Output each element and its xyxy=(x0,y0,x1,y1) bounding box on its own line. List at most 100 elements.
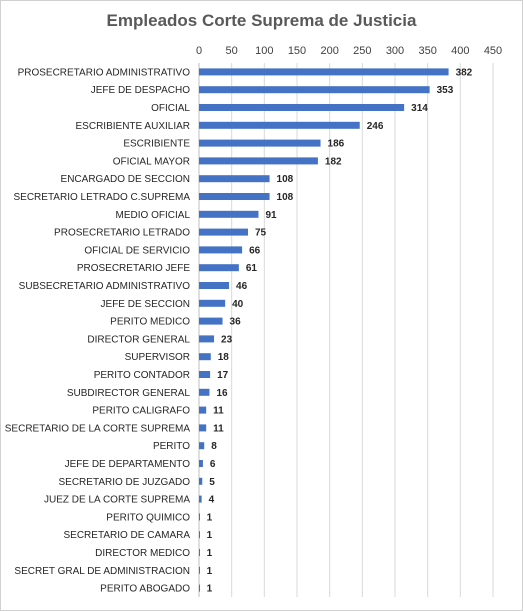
category-label: PERITO CALIGRAFO xyxy=(92,406,190,417)
category-label: JEFE DE DESPACHO xyxy=(91,85,190,96)
data-label: 91 xyxy=(265,210,277,221)
category-label: ESCRIBIENTE xyxy=(123,139,190,150)
bar xyxy=(199,282,230,289)
data-label: 61 xyxy=(246,263,258,274)
data-label: 16 xyxy=(216,388,228,399)
bar xyxy=(199,121,360,129)
category-label: ESCRIBIENTE AUXILIAR xyxy=(76,121,190,132)
bar xyxy=(199,264,239,272)
data-label: 108 xyxy=(277,192,294,203)
bar xyxy=(199,299,226,307)
category-label: OFICIAL DE SERVICIO xyxy=(84,245,190,256)
bar xyxy=(199,460,203,467)
category-label: JEFE DE SECCION xyxy=(101,299,190,310)
bar xyxy=(199,406,207,414)
chart-title: Empleados Corte Suprema de Justicia xyxy=(106,11,417,30)
bar xyxy=(199,584,200,592)
data-label: 46 xyxy=(236,281,248,292)
bar xyxy=(199,353,211,361)
category-label: MEDIO OFICIAL xyxy=(116,210,191,221)
data-label: 6 xyxy=(210,459,216,470)
data-label: 1 xyxy=(207,548,213,559)
bar xyxy=(199,317,223,325)
category-label: OFICIAL MAYOR xyxy=(113,156,190,167)
category-label: SECRETARIO DE CAMARA xyxy=(64,530,191,541)
category-label: DIRECTOR GENERAL xyxy=(87,334,190,345)
data-label: 36 xyxy=(230,317,242,328)
x-tick-label: 400 xyxy=(451,45,469,57)
bar xyxy=(199,139,321,147)
bar xyxy=(199,246,243,254)
bar xyxy=(199,531,200,539)
data-label: 186 xyxy=(328,139,345,150)
x-tick-label: 150 xyxy=(288,45,306,57)
bar xyxy=(199,513,200,521)
bar xyxy=(199,157,318,165)
category-label: SUBSECRETARIO ADMINISTRATIVO xyxy=(19,281,191,292)
bar xyxy=(199,388,210,396)
data-label: 5 xyxy=(209,477,215,488)
category-label: PERITO MEDICO xyxy=(110,317,190,328)
bar xyxy=(199,424,207,432)
data-label: 1 xyxy=(207,584,213,595)
category-label: SUBDIRECTOR GENERAL xyxy=(67,388,191,399)
category-label: PERITO xyxy=(153,441,190,452)
bar xyxy=(199,228,248,236)
bar xyxy=(199,175,270,183)
bar xyxy=(199,210,259,218)
data-label: 40 xyxy=(232,299,244,310)
category-label: SECRETARIO LETRADO C.SUPREMA xyxy=(13,192,190,203)
data-label: 246 xyxy=(367,121,384,132)
category-label: PERITO CONTADOR xyxy=(94,370,190,381)
x-tick-label: 300 xyxy=(386,45,404,57)
bar xyxy=(199,193,270,200)
data-label: 18 xyxy=(218,352,230,363)
category-label: PROSECRETARIO ADMINISTRATIVO xyxy=(18,67,191,78)
bar xyxy=(199,86,430,94)
category-label: JEFE DE DEPARTAMENTO xyxy=(65,459,191,470)
category-label: JUEZ DE LA CORTE SUPREMA xyxy=(44,495,190,506)
bar xyxy=(199,68,449,76)
data-label: 11 xyxy=(213,423,224,434)
data-label: 108 xyxy=(277,174,294,185)
data-label: 75 xyxy=(255,228,267,239)
bar xyxy=(199,442,205,450)
category-label: PERITO QUIMICO xyxy=(106,512,190,523)
category-label: SUPERVISOR xyxy=(125,352,190,363)
data-label: 382 xyxy=(456,67,473,78)
category-label: PERITO ABOGADO xyxy=(100,584,190,595)
x-tick-label: 50 xyxy=(226,45,238,57)
data-label: 4 xyxy=(209,495,215,506)
bar xyxy=(199,104,405,111)
x-tick-label: 350 xyxy=(418,45,436,57)
data-label: 182 xyxy=(325,156,342,167)
data-label: 1 xyxy=(207,566,213,577)
bar xyxy=(199,566,200,574)
category-label: OFICIAL xyxy=(151,103,190,114)
category-label: SECRETARIO DE JUZGADO xyxy=(59,477,191,488)
data-label: 353 xyxy=(437,85,454,96)
category-label: DIRECTOR MEDICO xyxy=(95,548,190,559)
x-tick-label: 100 xyxy=(255,45,273,57)
data-label: 23 xyxy=(221,334,233,345)
data-label: 1 xyxy=(207,512,213,523)
category-label: ENCARGADO DE SECCION xyxy=(61,174,190,185)
bar xyxy=(199,549,200,556)
bar xyxy=(199,335,215,343)
x-tick-label: 200 xyxy=(320,45,338,57)
x-tick-label: 0 xyxy=(196,45,202,57)
bar xyxy=(199,477,203,485)
data-label: 17 xyxy=(217,370,229,381)
data-label: 66 xyxy=(249,245,261,256)
data-label: 314 xyxy=(411,103,428,114)
category-label: SECRET GRAL DE ADMINISTRACION xyxy=(14,566,190,577)
bar xyxy=(199,495,202,503)
data-label: 8 xyxy=(211,441,217,452)
x-tick-label: 250 xyxy=(353,45,371,57)
data-label: 1 xyxy=(207,530,213,541)
x-tick-label: 450 xyxy=(484,45,502,57)
bar xyxy=(199,371,211,378)
category-label: SECRETARIO DE LA CORTE SUPREMA xyxy=(5,423,191,434)
